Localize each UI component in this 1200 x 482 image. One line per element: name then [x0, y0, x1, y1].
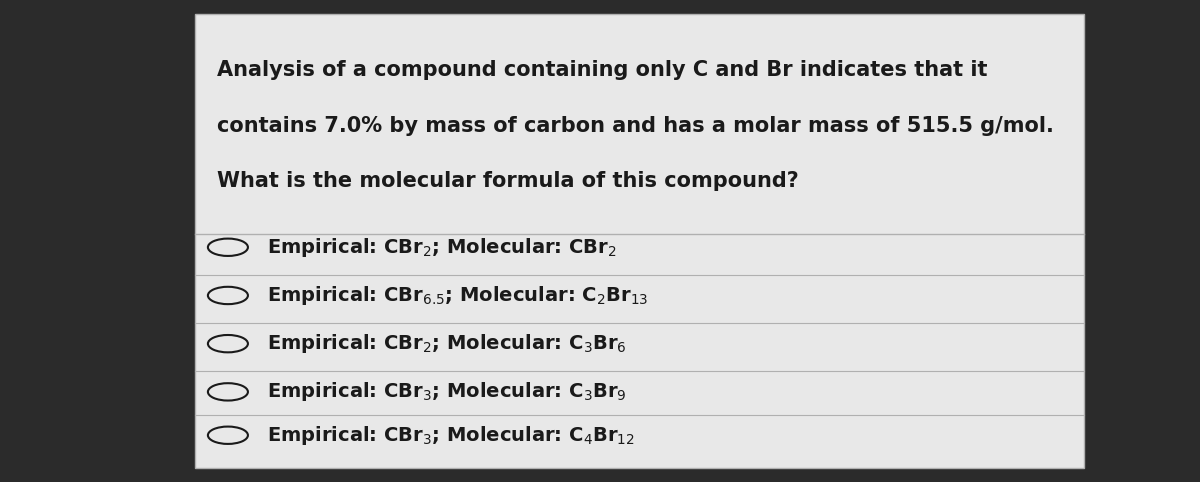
Text: contains 7.0% by mass of carbon and has a molar mass of 515.5 g/mol.: contains 7.0% by mass of carbon and has … [217, 116, 1054, 135]
Text: Empirical: CBr$_{6.5}$; Molecular: C$_2$Br$_{13}$: Empirical: CBr$_{6.5}$; Molecular: C$_2$… [266, 284, 648, 307]
Text: Empirical: CBr$_2$; Molecular: C$_3$Br$_6$: Empirical: CBr$_2$; Molecular: C$_3$Br$_… [266, 332, 626, 355]
Text: Empirical: CBr$_2$; Molecular: CBr$_2$: Empirical: CBr$_2$; Molecular: CBr$_2$ [266, 236, 617, 259]
Text: Empirical: CBr$_3$; Molecular: C$_4$Br$_{12}$: Empirical: CBr$_3$; Molecular: C$_4$Br$_… [266, 424, 635, 447]
Text: Analysis of a compound containing only C and Br indicates that it: Analysis of a compound containing only C… [217, 60, 988, 80]
Text: Empirical: CBr$_3$; Molecular: C$_3$Br$_9$: Empirical: CBr$_3$; Molecular: C$_3$Br$_… [266, 380, 626, 403]
FancyBboxPatch shape [194, 14, 1084, 468]
Text: What is the molecular formula of this compound?: What is the molecular formula of this co… [217, 171, 798, 191]
